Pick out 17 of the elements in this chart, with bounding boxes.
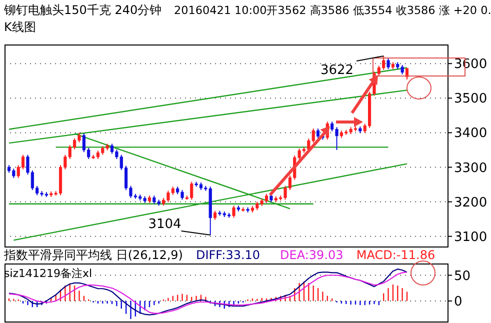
text: K线图	[4, 20, 36, 34]
text: DIFF:33.10	[196, 248, 260, 262]
y-tick-label: 3100	[454, 230, 488, 245]
chart-title: 铆钉电触头150千克 240分钟	[3, 3, 162, 17]
y-tick-label: 50	[454, 268, 471, 284]
y-tick-label: 3300	[454, 160, 488, 176]
series-label: DEA:39.03	[280, 248, 344, 262]
chart-title: 指数平滑异同平均线 日(26,12,9)	[3, 248, 183, 262]
y-tick-label: 3200	[454, 195, 488, 210]
y-tick-label: 3400	[454, 126, 488, 142]
annotation: 3622	[320, 62, 354, 78]
y-tick-label: 0	[454, 294, 462, 310]
annotation: siz141219备注xl	[4, 267, 92, 280]
annotation: 3104	[148, 216, 182, 232]
y-tick-label: 3500	[454, 92, 488, 107]
text: MACD:-11.86	[356, 248, 436, 262]
chart-subtitle: 20160421 10:00开3562 高3586 低3554 收3586 涨 +20 0.	[174, 4, 491, 17]
